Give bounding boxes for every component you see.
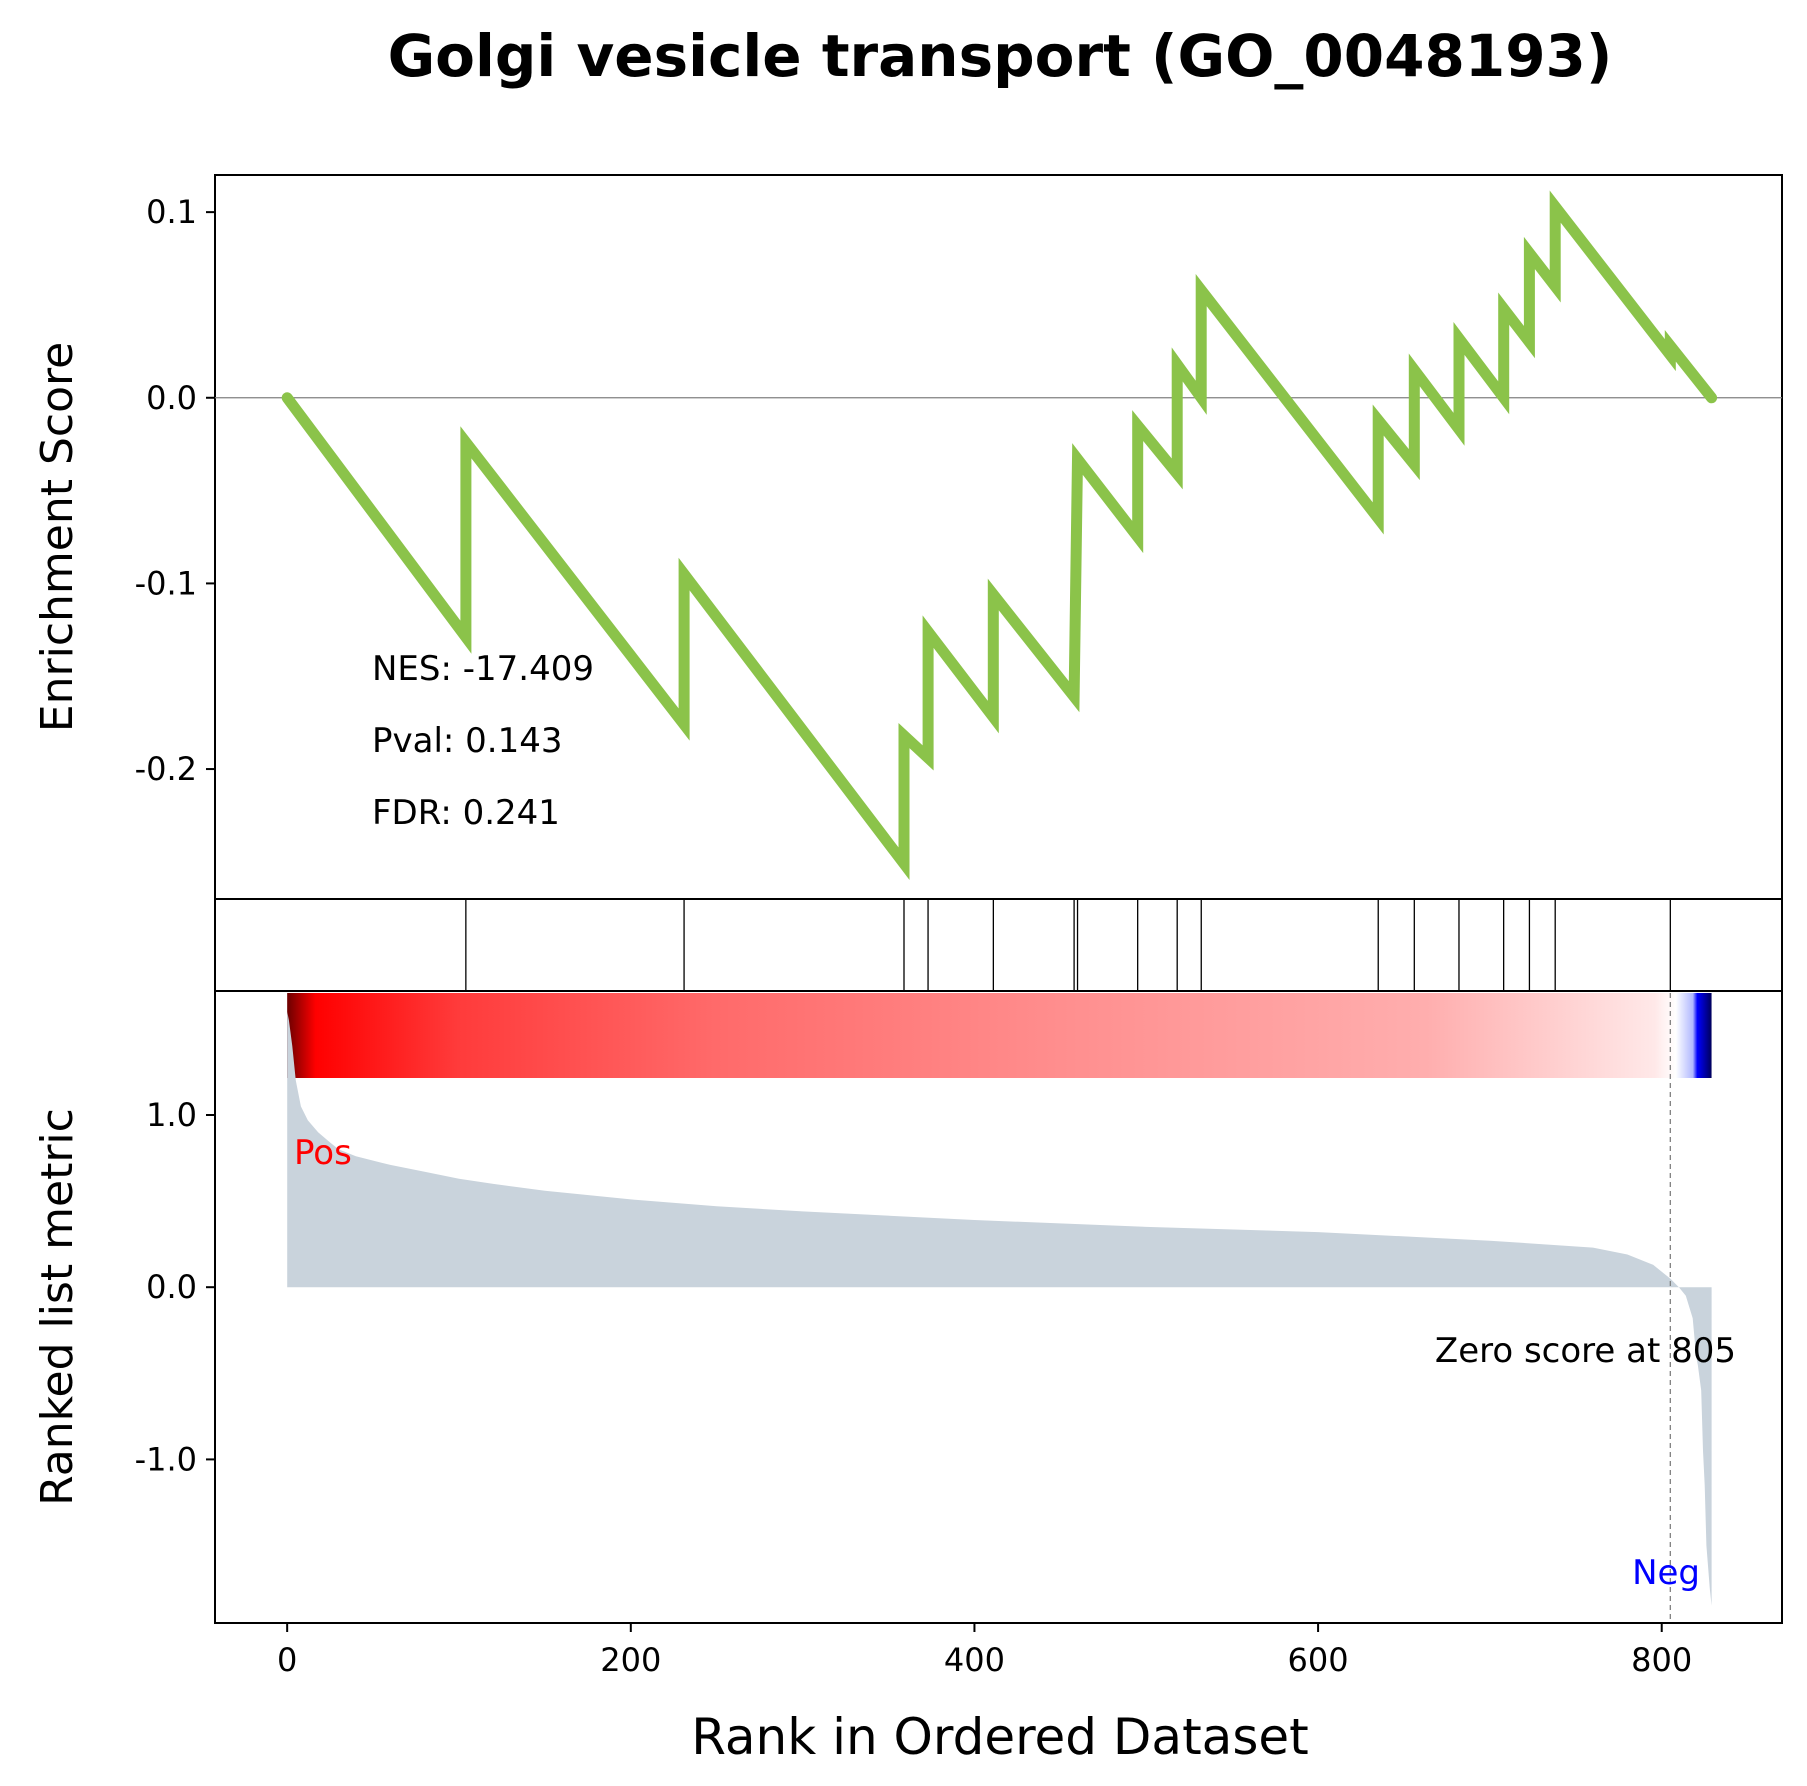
pos-label: Pos	[294, 1133, 352, 1173]
zero-score-label: Zero score at 805	[1435, 1331, 1736, 1371]
rank-panel-frame	[214, 990, 1783, 1624]
es-plot	[215, 190, 1782, 881]
x-tick-label: 400	[944, 1641, 1005, 1679]
fdr-label: FDR: 0.241	[372, 793, 560, 833]
nes-label: NES: -17.409	[372, 649, 594, 689]
axes: 0.1 0.0 -0.1 -0.2 1.0 0.0 -1.0 0 200 400 600 800	[135, 193, 1693, 1679]
rank-y-tick-label: 0.0	[146, 1268, 197, 1306]
x-axis-label: Rank in Ordered Dataset	[691, 1708, 1308, 1766]
rank-y-axis-label: Ranked list metric	[32, 1108, 83, 1506]
rank-y-tick-label: -1.0	[135, 1440, 197, 1478]
es-y-tick-label: 0.0	[146, 379, 197, 417]
es-y-tick-label: -0.2	[135, 750, 197, 788]
x-tick-label: 200	[600, 1641, 661, 1679]
hit-markers	[465, 899, 1671, 991]
rank-metric-plot	[287, 993, 1712, 1623]
hits-panel-frame	[214, 898, 1783, 992]
rank-y-tick-label: 1.0	[146, 1096, 197, 1134]
x-tick-label: 0	[277, 1641, 297, 1679]
es-curve	[281, 190, 1718, 881]
pval-label: Pval: 0.143	[372, 721, 563, 761]
es-y-tick-label: 0.1	[146, 193, 197, 231]
es-y-axis-label: Enrichment Score	[32, 342, 83, 732]
rank-metric-area	[287, 1011, 1712, 1606]
es-y-tick-label: -0.1	[135, 564, 197, 602]
rank-color-bar	[287, 993, 1712, 1078]
chart-title: Golgi vesicle transport (GO_0048193)	[388, 22, 1613, 90]
neg-label: Neg	[1632, 1553, 1700, 1593]
x-tick-label: 800	[1631, 1641, 1692, 1679]
x-tick-label: 600	[1288, 1641, 1349, 1679]
